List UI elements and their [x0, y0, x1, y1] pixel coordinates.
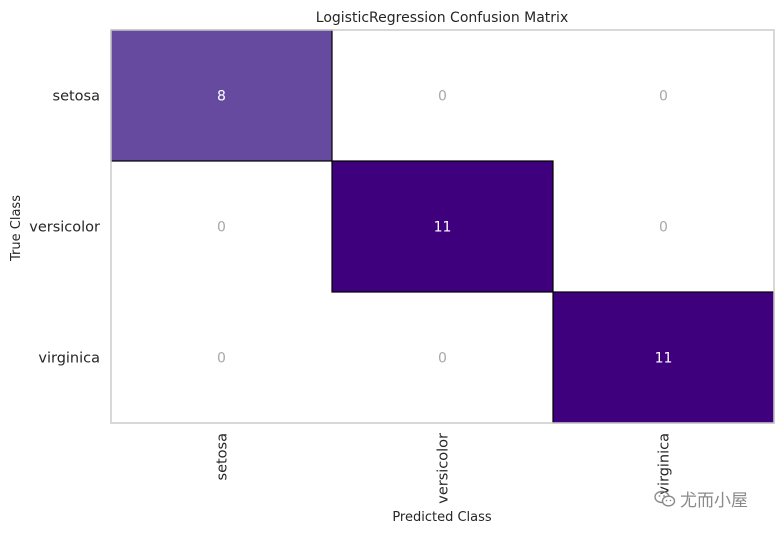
x-tick-label: versicolor — [436, 433, 452, 504]
heatmap-cell — [332, 161, 553, 292]
wechat-icon — [654, 490, 676, 508]
heatmap-cell-border — [331, 160, 554, 293]
x-tick-label: virginica — [657, 433, 673, 495]
cell-value-label: 11 — [655, 351, 673, 367]
y-axis-label: True Class — [9, 195, 24, 262]
watermark: 尤而小屋 — [654, 486, 748, 511]
y-tick-label: versicolor — [29, 220, 100, 236]
cell-value-label: 8 — [217, 89, 226, 105]
y-tick-label: virginica — [38, 351, 100, 367]
heatmap-cell — [111, 161, 332, 292]
watermark-text: 尤而小屋 — [680, 491, 748, 511]
heatmap-cell — [553, 292, 774, 423]
heatmap-cells: 8 0 0 0 11 0 0 0 11 — [110, 29, 775, 424]
y-tick-labels: setosa versicolor virginica — [29, 89, 100, 367]
heatmap-cell — [332, 30, 553, 161]
cell-value-label: 0 — [438, 89, 447, 105]
cell-value-label: 0 — [659, 89, 668, 105]
plot-frame — [110, 29, 775, 424]
heatmap-cell — [111, 292, 332, 423]
chart-title: LogisticRegression Confusion Matrix — [316, 10, 568, 26]
cell-value-label: 0 — [438, 351, 447, 367]
cell-value-label: 0 — [217, 220, 226, 236]
heatmap-cell — [553, 30, 774, 161]
heatmap-cell — [111, 30, 332, 161]
cell-value-label: 0 — [659, 220, 668, 236]
x-axis-label: Predicted Class — [392, 510, 492, 525]
heatmap-cell — [553, 161, 774, 292]
y-tick-label: setosa — [53, 89, 100, 105]
x-tick-labels: setosa versicolor virginica — [215, 433, 673, 504]
x-tick-label: setosa — [215, 433, 231, 480]
heatmap-cell — [332, 292, 553, 423]
cell-value-label: 0 — [217, 351, 226, 367]
cell-value-label: 11 — [434, 220, 452, 236]
